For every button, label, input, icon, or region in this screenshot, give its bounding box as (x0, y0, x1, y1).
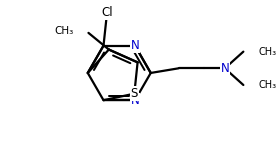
Text: N: N (221, 62, 229, 75)
Text: N: N (131, 94, 139, 107)
Text: N: N (131, 39, 139, 52)
Text: CH₃: CH₃ (258, 47, 276, 57)
Text: Cl: Cl (101, 6, 113, 19)
Text: S: S (131, 87, 138, 100)
Text: CH₃: CH₃ (258, 80, 276, 90)
Text: CH₃: CH₃ (54, 26, 74, 36)
